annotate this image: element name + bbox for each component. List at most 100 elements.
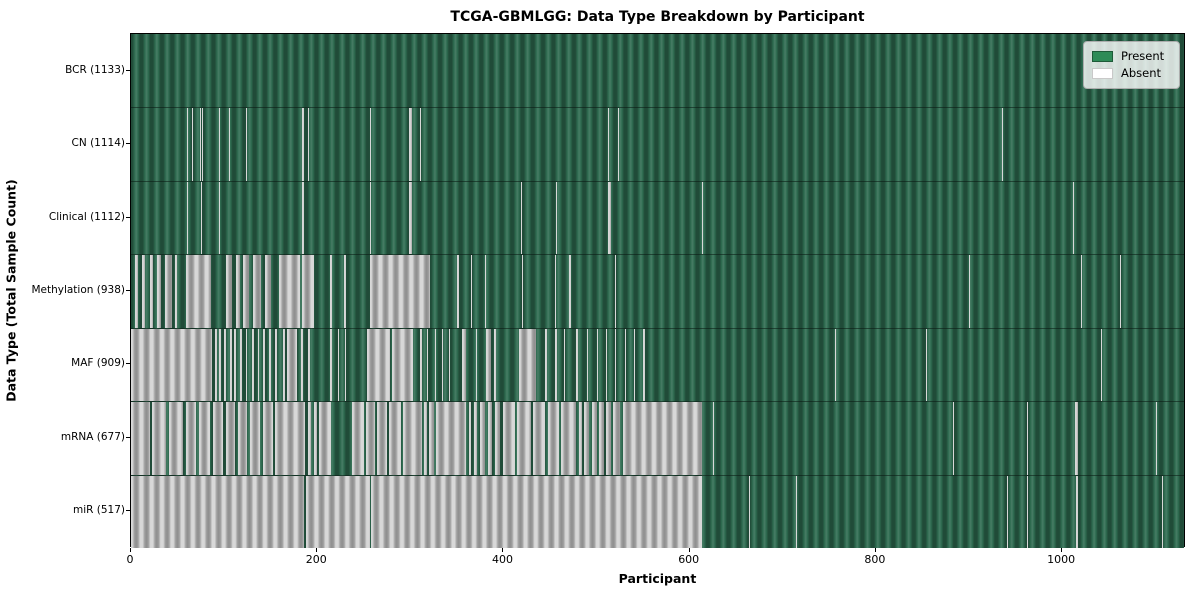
absent-segment — [234, 328, 237, 402]
absent-segment — [263, 402, 273, 475]
absent-segment — [302, 108, 305, 181]
absent-segment — [314, 402, 318, 475]
absent-segment — [282, 328, 285, 402]
absent-segment — [1119, 255, 1121, 328]
absent-segment — [1075, 402, 1078, 475]
legend-label-absent: Absent — [1121, 66, 1162, 80]
absent-segment — [633, 328, 635, 402]
absent-segment — [239, 328, 242, 402]
matrix-row-maf — [131, 327, 1184, 402]
absent-segment — [224, 328, 226, 402]
absent-segment — [201, 108, 203, 181]
y-tick-mark — [126, 436, 130, 438]
matrix-row-cn — [131, 107, 1184, 181]
absent-segment — [485, 328, 492, 402]
absent-segment — [185, 255, 212, 328]
absent-segment — [480, 402, 485, 475]
absent-segment — [275, 402, 306, 475]
x-tick-mark — [502, 548, 504, 552]
y-tick-mark — [126, 290, 130, 291]
absent-segment — [1026, 402, 1028, 475]
absent-segment — [250, 402, 261, 475]
absent-segment — [337, 328, 339, 402]
absent-segment — [319, 402, 332, 475]
absent-segment — [371, 475, 702, 548]
y-tick-mark — [126, 363, 130, 365]
absent-segment — [134, 255, 139, 328]
absent-segment — [191, 108, 193, 181]
absent-segment — [519, 328, 537, 402]
absent-segment — [302, 255, 314, 328]
absent-segment — [615, 328, 617, 402]
matrix-row-methylation — [131, 254, 1184, 328]
absent-segment — [212, 402, 224, 475]
absent-segment — [578, 402, 582, 475]
absent-segment — [533, 402, 546, 475]
absent-segment — [345, 328, 347, 402]
absent-segment — [1076, 475, 1078, 548]
absent-segment — [926, 328, 928, 402]
absent-segment — [473, 402, 478, 475]
absent-segment — [461, 328, 467, 402]
x-tick-label: 600 — [678, 553, 700, 566]
absent-segment — [214, 328, 217, 402]
absent-segment — [1007, 475, 1009, 548]
absent-segment — [475, 328, 478, 402]
plot-area — [130, 33, 1185, 548]
absent-segment — [599, 402, 604, 475]
absent-segment — [596, 328, 598, 402]
absent-segment — [442, 328, 443, 402]
absent-segment — [245, 108, 247, 181]
absent-segment — [164, 255, 172, 328]
legend-item-absent: Absent — [1092, 65, 1171, 82]
absent-segment — [419, 108, 421, 181]
absent-segment — [344, 255, 347, 328]
x-axis-label: Participant — [618, 571, 697, 586]
absent-segment — [554, 328, 557, 402]
absent-segment — [484, 255, 486, 328]
y-tick-label: MAF (909) — [71, 357, 125, 370]
absent-segment — [1026, 475, 1028, 548]
absent-segment — [576, 328, 578, 402]
absent-segment — [591, 402, 597, 475]
y-tick-mark — [126, 143, 130, 145]
legend-item-present: Present — [1092, 48, 1171, 65]
absent-segment — [225, 402, 236, 475]
absent-segment — [186, 181, 188, 255]
absent-segment — [238, 402, 248, 475]
absent-segment — [469, 402, 471, 475]
absent-segment — [522, 255, 524, 328]
matrix-row-mir — [131, 474, 1184, 548]
absent-segment — [131, 402, 150, 475]
absent-segment — [584, 402, 590, 475]
absent-segment — [351, 402, 364, 475]
absent-segment — [470, 255, 472, 328]
y-tick-label: CN (1114) — [71, 137, 125, 150]
absent-segment — [419, 328, 422, 402]
x-tick-mark — [874, 548, 876, 552]
x-tick-mark — [316, 548, 318, 552]
y-tick-label: Clinical (1112) — [48, 210, 125, 223]
absent-segment — [561, 402, 577, 475]
absent-segment — [605, 402, 611, 475]
absent-segment — [263, 328, 266, 402]
absent-segment — [424, 402, 428, 475]
absent-segment — [257, 328, 260, 402]
absent-segment — [142, 255, 145, 328]
present-swatch-icon — [1092, 51, 1113, 62]
absent-segment — [615, 255, 617, 328]
absent-segment — [605, 328, 607, 402]
absent-segment — [307, 328, 310, 402]
absent-segment — [306, 475, 371, 548]
absent-segment — [365, 402, 375, 475]
x-tick-label: 800 — [864, 553, 886, 566]
absent-segment — [174, 255, 177, 328]
absent-segment — [330, 255, 333, 328]
y-tick-label: BCR (1133) — [65, 63, 125, 76]
x-tick-mark — [1061, 548, 1063, 552]
absent-segment — [402, 402, 423, 475]
absent-segment — [1080, 255, 1082, 328]
y-tick-mark — [126, 510, 130, 512]
absent-segment — [1161, 475, 1163, 548]
